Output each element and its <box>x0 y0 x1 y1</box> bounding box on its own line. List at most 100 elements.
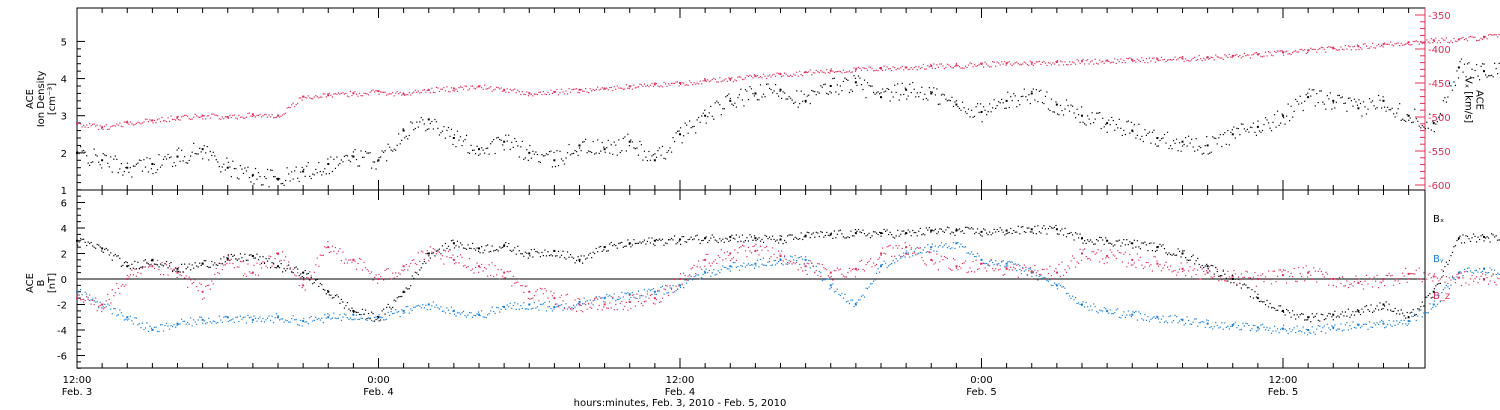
by-point <box>226 315 228 318</box>
bz-point <box>1282 274 1284 277</box>
bz-point <box>1178 268 1181 270</box>
vx-point <box>393 95 395 97</box>
vx-point <box>193 116 195 118</box>
density-point <box>1320 90 1322 92</box>
vx-point <box>1491 34 1493 36</box>
by-point <box>1243 325 1246 327</box>
by-point <box>435 304 437 306</box>
bz-point <box>945 257 947 259</box>
bz-point <box>1269 278 1271 281</box>
density-point <box>137 162 139 164</box>
by-point <box>1206 322 1209 325</box>
by-point <box>1301 331 1303 333</box>
vx-point <box>334 93 336 95</box>
by-point <box>1313 331 1315 333</box>
vx-point <box>1165 61 1167 63</box>
density-point <box>906 98 908 100</box>
bz-point <box>972 260 974 263</box>
by-point <box>138 323 141 325</box>
bz-point <box>1301 275 1303 278</box>
by-point <box>402 309 405 312</box>
by-point <box>621 291 623 293</box>
by-point <box>1186 316 1188 318</box>
by-point <box>165 322 168 324</box>
vx-point <box>930 63 932 65</box>
vx-point <box>880 67 882 70</box>
by-point <box>829 288 831 290</box>
by-point <box>1287 333 1289 335</box>
by-point <box>1442 288 1444 291</box>
by-point <box>438 308 440 310</box>
bz-point <box>384 269 386 272</box>
vx-point <box>1103 62 1105 64</box>
bz-point <box>787 261 789 264</box>
by-point <box>162 330 165 332</box>
bz-point <box>1334 278 1336 280</box>
vx-point <box>274 116 276 119</box>
density-point <box>110 156 112 158</box>
bz-point <box>716 262 718 265</box>
by-point <box>848 302 851 305</box>
vx-point <box>431 87 433 89</box>
by-point <box>1185 322 1187 325</box>
bz-point <box>398 272 400 274</box>
density-point <box>1352 105 1354 107</box>
bz-point <box>637 300 639 303</box>
density-point <box>1393 113 1395 115</box>
by-point <box>205 323 207 325</box>
by-point <box>76 290 78 293</box>
bz-point <box>1341 276 1343 278</box>
by-point <box>398 310 400 313</box>
density-point <box>719 104 721 106</box>
density-point <box>1364 106 1366 108</box>
bz-point <box>1080 259 1083 261</box>
by-point <box>857 299 860 301</box>
vx-point <box>1154 61 1157 63</box>
density-point <box>233 167 235 170</box>
by-point <box>955 242 958 245</box>
vx-point <box>211 113 213 115</box>
density-point <box>446 129 448 132</box>
by-point <box>1319 325 1321 327</box>
vx-point <box>572 88 575 90</box>
vx-point <box>1337 49 1339 51</box>
by-point <box>202 322 204 324</box>
density-point <box>1329 92 1331 94</box>
bz-point <box>1108 256 1110 259</box>
vx-point <box>746 74 748 77</box>
by-point <box>1444 287 1446 289</box>
vx-point <box>398 93 400 95</box>
vx-point <box>377 90 380 93</box>
bz-point <box>582 311 584 313</box>
density-point <box>1236 127 1238 129</box>
vx-point <box>322 93 324 95</box>
density-point <box>1474 69 1476 72</box>
bz-point <box>321 254 323 257</box>
density-point <box>473 149 475 151</box>
density-point <box>1273 114 1276 116</box>
density-point <box>806 95 808 97</box>
density-point <box>628 144 630 147</box>
bz-point <box>1267 270 1270 272</box>
by-point <box>755 265 757 267</box>
bz-point <box>684 274 686 277</box>
vx-point <box>571 89 573 91</box>
bz-point <box>286 265 288 267</box>
by-point <box>1159 321 1161 323</box>
bz-point <box>1084 248 1086 250</box>
by-point <box>562 309 564 311</box>
by-point <box>1106 309 1109 312</box>
by-point <box>860 295 863 297</box>
by-point <box>597 298 599 300</box>
by-point <box>667 292 670 294</box>
bz-point <box>310 275 312 277</box>
by-point <box>1402 323 1404 325</box>
by-point <box>291 318 293 320</box>
by-point <box>269 319 272 321</box>
bz-point <box>1162 267 1164 269</box>
bz-point <box>1002 274 1004 276</box>
vx-point <box>1343 49 1345 51</box>
density-point <box>633 147 635 149</box>
density-point <box>643 150 646 152</box>
vx-point <box>514 88 516 90</box>
